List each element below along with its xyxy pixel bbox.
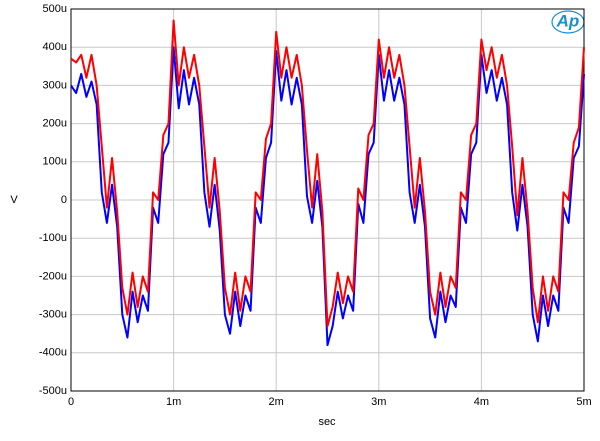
x-tick-label: 2m (269, 396, 284, 408)
y-tick-label: 100u (43, 156, 67, 168)
y-tick-label: -400u (39, 347, 67, 359)
y-tick-label: -500u (39, 385, 67, 397)
x-tick-label: 4m (474, 396, 489, 408)
y-tick-label: -200u (39, 270, 67, 282)
x-tick-label: 5m (576, 396, 591, 408)
y-tick-label: 0 (61, 194, 67, 206)
y-tick-label: 300u (43, 79, 67, 91)
x-tick-label: 0 (68, 396, 74, 408)
series-line (70, 19, 585, 328)
y-axis-label: V (10, 194, 18, 206)
x-tick-label: 1m (166, 396, 181, 408)
series-line (70, 46, 585, 347)
x-tick-label: 3m (371, 396, 386, 408)
plot-frame (70, 8, 585, 392)
x-axis-label: sec (318, 416, 336, 428)
y-tick-label: 200u (43, 118, 67, 130)
logo: Ap (556, 11, 580, 30)
y-tick-label: -300u (39, 309, 67, 321)
y-tick-label: 400u (43, 41, 67, 53)
y-tick-label: 500u (43, 3, 67, 15)
y-tick-label: -100u (39, 232, 67, 244)
